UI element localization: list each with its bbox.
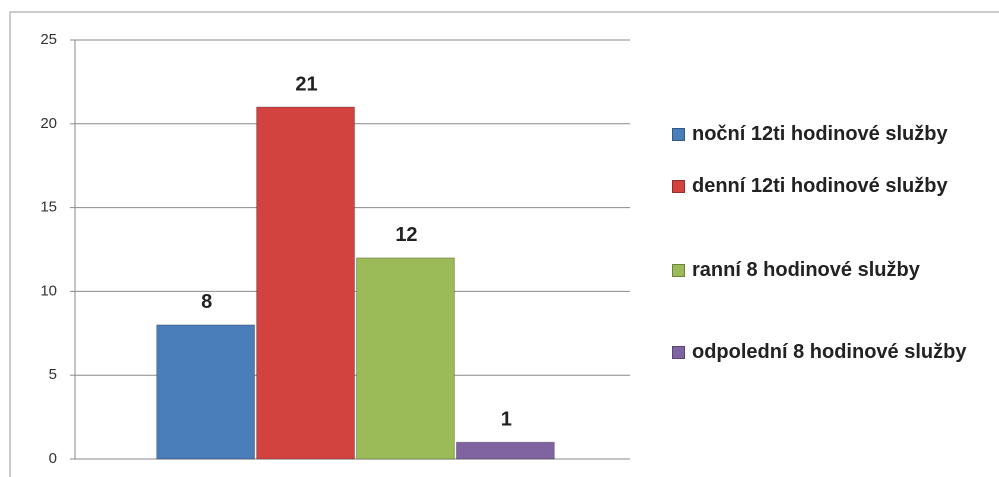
y-tick-label: 5 xyxy=(49,366,57,383)
bar xyxy=(356,257,455,460)
data-label: 12 xyxy=(395,224,417,246)
chart-border xyxy=(9,11,999,477)
legend-item: ranní 8 hodinové služby xyxy=(670,256,982,284)
y-tick-label: 0 xyxy=(49,450,57,467)
data-label: 21 xyxy=(295,73,317,95)
legend-label: noční 12ti hodinové služby xyxy=(692,123,948,145)
bar xyxy=(455,441,555,460)
legend-item: denní 12ti hodinové služby xyxy=(670,172,982,200)
y-tick-label: 25 xyxy=(40,31,57,48)
legend-item: odpolední 8 hodinové služby xyxy=(670,338,982,366)
bar xyxy=(256,106,356,460)
y-tick-label: 15 xyxy=(40,199,57,216)
data-label: 1 xyxy=(501,409,512,431)
legend-label: odpolední 8 hodinové služby xyxy=(692,341,967,363)
legend-label: denní 12ti hodinové služby xyxy=(692,175,948,197)
legend-swatch xyxy=(672,180,685,193)
y-tick-label: 20 xyxy=(40,115,57,132)
legend-swatch xyxy=(672,128,685,141)
legend-swatch xyxy=(672,346,685,359)
data-label: 8 xyxy=(201,291,212,313)
bar xyxy=(156,324,256,460)
legend-item: noční 12ti hodinové služby xyxy=(670,120,982,148)
y-tick-label: 10 xyxy=(40,282,57,299)
legend-label: ranní 8 hodinové služby xyxy=(692,259,920,281)
legend-swatch xyxy=(672,264,685,277)
